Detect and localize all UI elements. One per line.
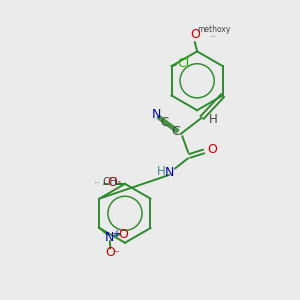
Text: N: N	[105, 231, 115, 244]
Text: C: C	[160, 116, 168, 128]
Text: methoxy: methoxy	[95, 182, 101, 183]
Text: methoxy: methoxy	[211, 36, 217, 37]
Text: CH₃: CH₃	[102, 177, 121, 188]
Text: N: N	[152, 108, 161, 121]
Text: ⁻: ⁻	[113, 249, 119, 259]
Text: Cl: Cl	[177, 57, 189, 70]
Text: H: H	[208, 113, 217, 127]
Text: N: N	[164, 166, 174, 179]
Text: O: O	[190, 28, 200, 41]
Text: O: O	[207, 143, 217, 156]
Text: methoxy: methoxy	[197, 25, 230, 34]
Text: H: H	[157, 165, 165, 178]
Text: O: O	[107, 176, 117, 189]
Text: +: +	[112, 229, 120, 239]
Text: O: O	[118, 228, 128, 241]
Text: C: C	[171, 125, 180, 138]
Text: O: O	[105, 246, 115, 259]
